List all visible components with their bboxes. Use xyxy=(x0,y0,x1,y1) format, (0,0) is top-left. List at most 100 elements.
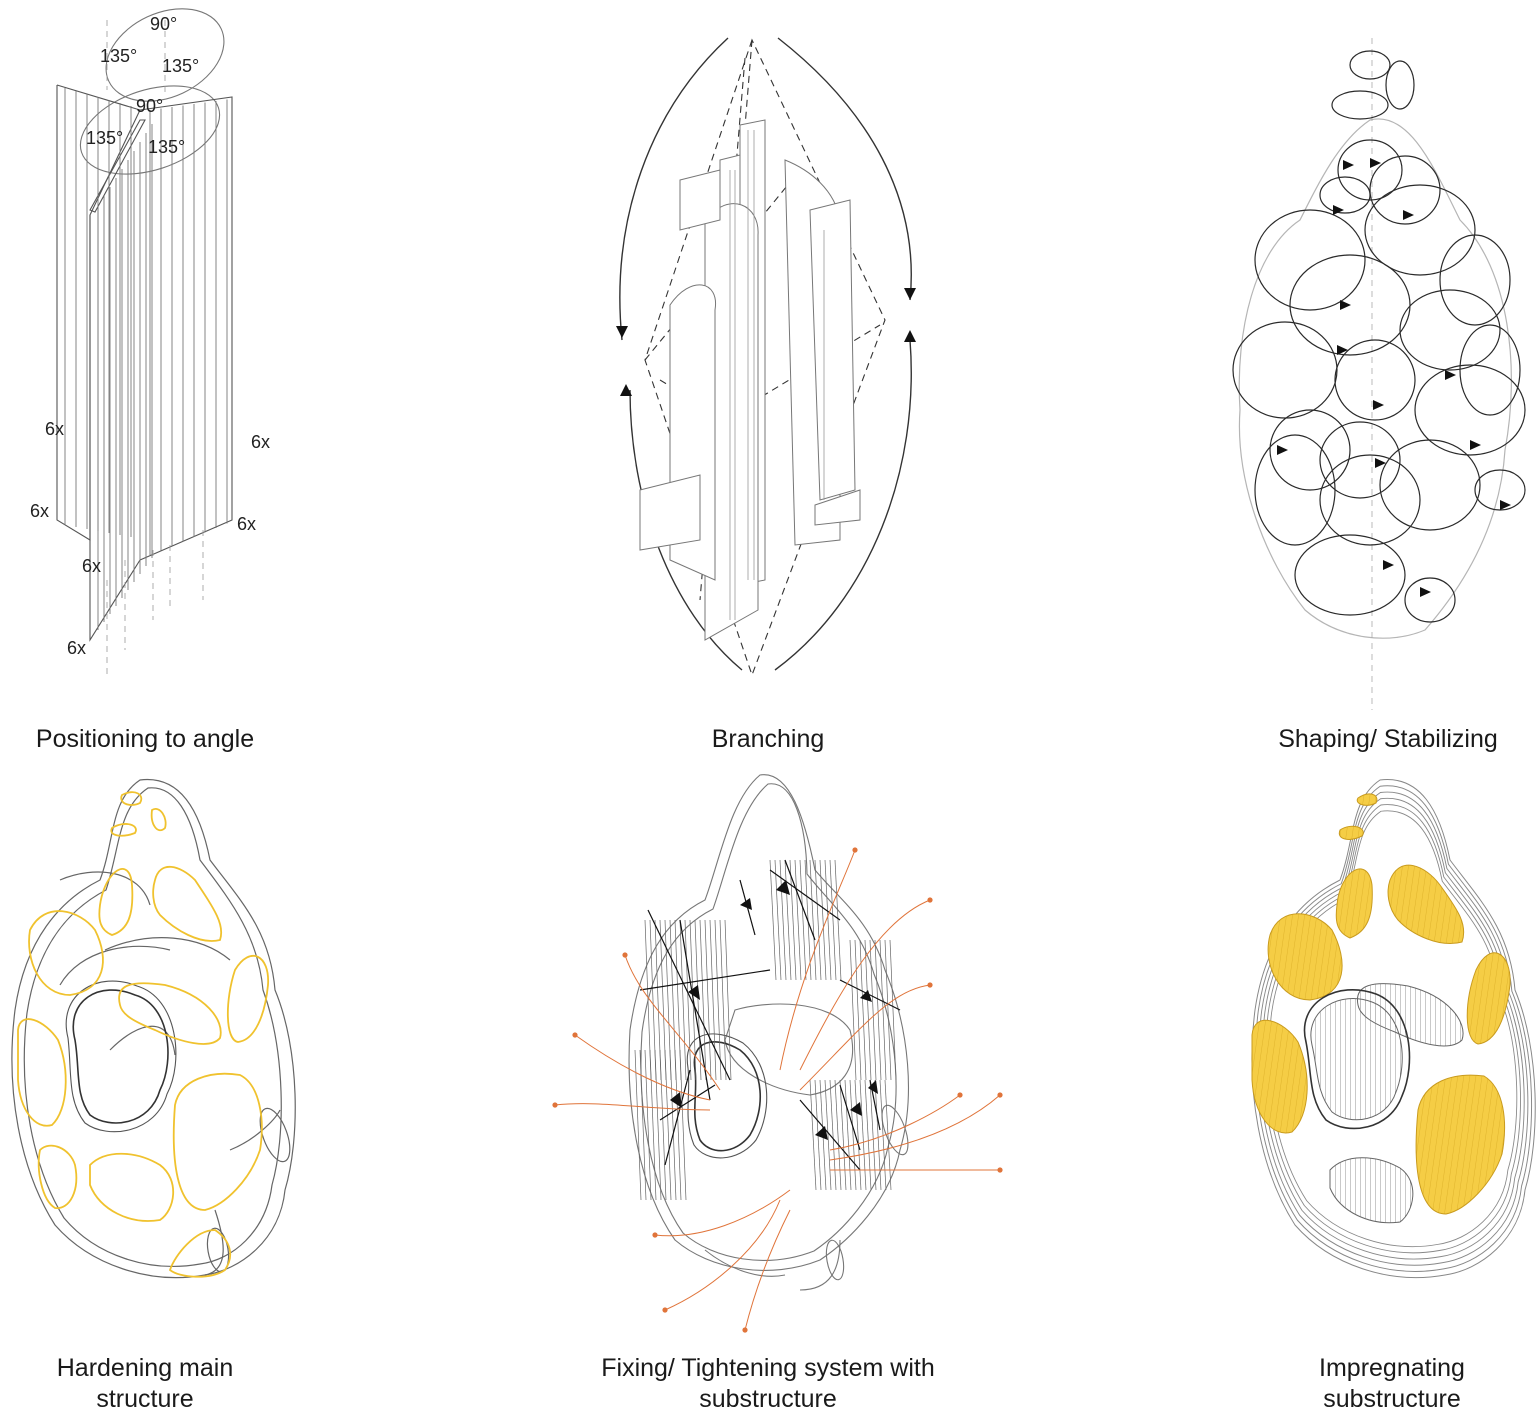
direction-arrow xyxy=(1373,400,1384,410)
hatch-line xyxy=(819,859,827,981)
tension-endpoint xyxy=(552,1102,558,1108)
angle-label: 90° xyxy=(136,96,163,116)
tension-line xyxy=(829,1094,961,1151)
shaping-loop xyxy=(1414,364,1526,456)
hatch-line xyxy=(854,939,862,1081)
hatch-line xyxy=(874,1079,882,1191)
direction-arrow xyxy=(1375,458,1386,468)
hatch-line xyxy=(779,859,787,981)
shaping-loop xyxy=(1399,289,1501,371)
shaping-loop xyxy=(1459,324,1521,416)
tension-endpoint xyxy=(742,1327,748,1333)
hatch-line xyxy=(814,859,822,981)
tension-line xyxy=(779,849,856,1071)
caption-impregnating-line1: Impregnating xyxy=(1319,1354,1465,1382)
hatch-line xyxy=(869,939,877,1081)
caption-fixing: Fixing/ Tightening system with substruct… xyxy=(580,1353,956,1415)
shaping-loop xyxy=(1294,534,1406,616)
hatch-line xyxy=(889,939,897,1081)
hatch-line xyxy=(874,939,882,1081)
tension-endpoint xyxy=(622,952,628,958)
direction-arrow xyxy=(1470,440,1481,450)
shaping-loop xyxy=(1439,234,1511,326)
direction-arrow xyxy=(1337,345,1348,355)
panel-hardening xyxy=(0,770,310,1300)
tension-endpoint xyxy=(927,982,933,988)
count-label: 6x xyxy=(45,419,64,439)
count-label: 6x xyxy=(251,432,270,452)
hatch-line xyxy=(839,1079,847,1191)
hatch-line xyxy=(709,919,717,1081)
tension-line xyxy=(664,1199,781,1311)
hatch-line xyxy=(829,1079,837,1191)
hatch-line xyxy=(864,939,872,1081)
caption-impregnating-line2: substructure xyxy=(1323,1385,1461,1413)
shaping-loop xyxy=(1337,139,1403,201)
hatch-line xyxy=(664,1049,672,1201)
hatch-line xyxy=(884,939,892,1081)
fixing-diagram xyxy=(552,774,1003,1333)
hatch-line xyxy=(879,1079,887,1191)
angle-label: 90° xyxy=(150,14,177,34)
branching-diagram xyxy=(616,37,916,677)
direction-arrow xyxy=(1277,445,1288,455)
hardening-diagram xyxy=(11,778,296,1279)
direction-arrow xyxy=(1343,160,1354,170)
caption-hardening: Hardening main structure xyxy=(30,1353,260,1415)
hatch-line xyxy=(824,859,832,981)
hatch-line xyxy=(834,859,842,981)
hatch-line xyxy=(774,859,782,981)
direction-arrow xyxy=(1383,560,1394,570)
shaping-loop xyxy=(1379,439,1481,531)
angle-label: 135° xyxy=(100,46,137,66)
hatch-line xyxy=(859,939,867,1081)
hatch-line xyxy=(789,859,797,981)
tension-endpoint xyxy=(927,897,933,903)
hatch-line xyxy=(849,939,857,1081)
hatch-line xyxy=(649,1049,657,1201)
tension-endpoint xyxy=(662,1307,668,1313)
hatch-line xyxy=(769,859,777,981)
hatch-line xyxy=(714,919,722,1081)
hatch-line xyxy=(859,1079,867,1191)
hatch-line xyxy=(854,1079,862,1191)
hatch-line xyxy=(844,1079,852,1191)
impregnating-diagram xyxy=(1251,779,1536,1278)
shaping-loop xyxy=(1319,454,1421,546)
hatch-line xyxy=(884,1079,892,1191)
hatch-line xyxy=(634,1049,642,1201)
hatch-line xyxy=(704,919,712,1081)
shaping-loop xyxy=(1331,90,1389,120)
count-label: 6x xyxy=(237,514,256,534)
hatch-line xyxy=(724,919,732,1081)
hatch-line xyxy=(654,1049,662,1201)
direction-arrow xyxy=(1340,300,1351,310)
hatch-line xyxy=(849,1079,857,1191)
hatch-line xyxy=(824,1079,832,1191)
positioning-diagram: 90° 135° 135° 90° 135° 135° 6x 6x 6x 6x … xyxy=(30,8,270,675)
shaping-loop xyxy=(1289,254,1411,356)
hatch-line xyxy=(794,859,802,981)
panel-impregnating xyxy=(1240,770,1536,1300)
shaping-loop xyxy=(1319,421,1401,499)
caption-fixing-line2: substructure xyxy=(699,1385,837,1413)
shaping-loop xyxy=(1334,339,1416,421)
tension-endpoint xyxy=(572,1032,578,1038)
tension-endpoint xyxy=(957,1092,963,1098)
angle-label: 135° xyxy=(86,128,123,148)
hatch-line xyxy=(679,919,687,1081)
shaping-diagram xyxy=(1232,38,1526,710)
hatch-line xyxy=(829,859,837,981)
tension-line xyxy=(654,1189,791,1237)
shaping-loop xyxy=(1269,409,1351,491)
count-label: 6x xyxy=(30,501,49,521)
hatch-line xyxy=(669,1049,677,1201)
direction-arrow xyxy=(1403,210,1414,220)
shaping-loop xyxy=(1404,577,1456,623)
angle-label: 135° xyxy=(148,137,185,157)
hatch-line xyxy=(834,1079,842,1191)
caption-hardening-line1: Hardening main xyxy=(56,1354,234,1382)
caption-shaping: Shaping/ Stabilizing xyxy=(1278,725,1498,753)
hatch-line xyxy=(869,1079,877,1191)
angle-label: 135° xyxy=(162,56,199,76)
